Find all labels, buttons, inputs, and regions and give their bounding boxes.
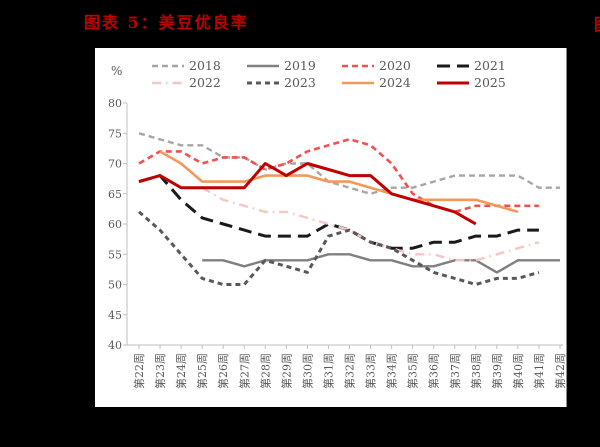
series-line-2023 xyxy=(138,210,540,286)
y-tick-label: 45 xyxy=(108,309,122,322)
x-tick-label: 第33周 xyxy=(364,353,378,389)
x-tick-label: 第39周 xyxy=(490,353,504,389)
x-tick-label: 第28周 xyxy=(258,353,272,389)
legend-swatch-2023 xyxy=(247,81,279,84)
legend-row: 2022 2023 2024 2025 xyxy=(151,75,531,90)
legend-swatch-2025 xyxy=(437,81,469,84)
x-tick-label: 第29周 xyxy=(279,353,293,389)
legend-swatch-2022 xyxy=(152,81,184,84)
legend-item-2021: 2021 xyxy=(436,58,531,73)
x-tick-label: 第37周 xyxy=(448,353,462,389)
series-line-2024 xyxy=(159,150,519,214)
x-tick-label: 第40周 xyxy=(511,353,525,389)
legend-swatch-2019 xyxy=(247,64,279,67)
x-tick-label: 第25周 xyxy=(195,353,209,389)
y-tick-label: 55 xyxy=(108,248,122,261)
legend-item-2025: 2025 xyxy=(436,75,531,90)
legend-item-2019: 2019 xyxy=(246,58,341,73)
chart-legend: 2018 2019 2020 2021 2022 2023 2024 2025 xyxy=(151,58,531,90)
x-tick-label: 第32周 xyxy=(343,353,357,389)
legend-swatch-2024 xyxy=(342,81,374,84)
legend-label: 2021 xyxy=(474,58,506,73)
x-tick-label: 第34周 xyxy=(385,353,399,389)
y-axis-unit-label: % xyxy=(111,64,123,78)
legend-label: 2024 xyxy=(379,75,411,90)
x-tick-label: 第30周 xyxy=(300,353,314,389)
series-line-2020 xyxy=(138,138,539,214)
series-line-2025 xyxy=(138,162,477,226)
legend-item-2022: 2022 xyxy=(151,75,246,90)
x-tick-label: 第24周 xyxy=(174,353,188,389)
legend-label: 2019 xyxy=(284,58,316,73)
y-tick-label: 70 xyxy=(108,158,122,171)
y-tick-label: 75 xyxy=(108,127,122,140)
legend-label: 2020 xyxy=(379,58,411,73)
legend-item-2024: 2024 xyxy=(341,75,436,90)
x-tick-label: 第41周 xyxy=(532,353,546,389)
series-line-2019 xyxy=(202,253,560,274)
series-line-2022 xyxy=(201,186,540,262)
legend-swatch-2021 xyxy=(437,64,469,67)
y-tick-label: 80 xyxy=(108,97,122,110)
y-tick-label: 40 xyxy=(108,339,122,352)
legend-item-2023: 2023 xyxy=(246,75,341,90)
legend-row: 2018 2019 2020 2021 xyxy=(151,58,531,73)
y-tick-label: 50 xyxy=(108,279,122,292)
chart-title: 图表 5：美豆优良率 xyxy=(84,13,249,32)
legend-label: 2023 xyxy=(284,75,316,90)
x-tick-label: 第22周 xyxy=(132,353,146,389)
x-tick-label: 第31周 xyxy=(321,353,335,389)
x-tick-label: 第38周 xyxy=(469,353,483,389)
legend-swatch-2018 xyxy=(152,64,184,67)
series-line-2018 xyxy=(138,132,560,196)
x-tick-label: 第26周 xyxy=(216,353,230,389)
chart-panel: 80 75 70 65 60 55 50 45 40 第22周 第23周 第24周 第25周 第26周 第2… xyxy=(95,48,567,407)
x-tick-label: 第23周 xyxy=(153,353,167,389)
legend-swatch-2020 xyxy=(342,64,374,67)
x-tick-label: 第35周 xyxy=(406,353,420,389)
legend-label: 2025 xyxy=(474,75,506,90)
legend-label: 2018 xyxy=(189,58,221,73)
x-tick-label: 第36周 xyxy=(427,353,441,389)
legend-item-2018: 2018 xyxy=(151,58,246,73)
y-tick-label: 60 xyxy=(108,218,122,231)
x-tick-label: 第42周 xyxy=(553,353,566,389)
adjacent-chart-title-fragment: 图 xyxy=(594,11,600,35)
legend-item-2020: 2020 xyxy=(341,58,436,73)
legend-label: 2022 xyxy=(189,75,221,90)
y-tick-label: 65 xyxy=(108,188,122,201)
x-tick-label: 第27周 xyxy=(237,353,251,389)
